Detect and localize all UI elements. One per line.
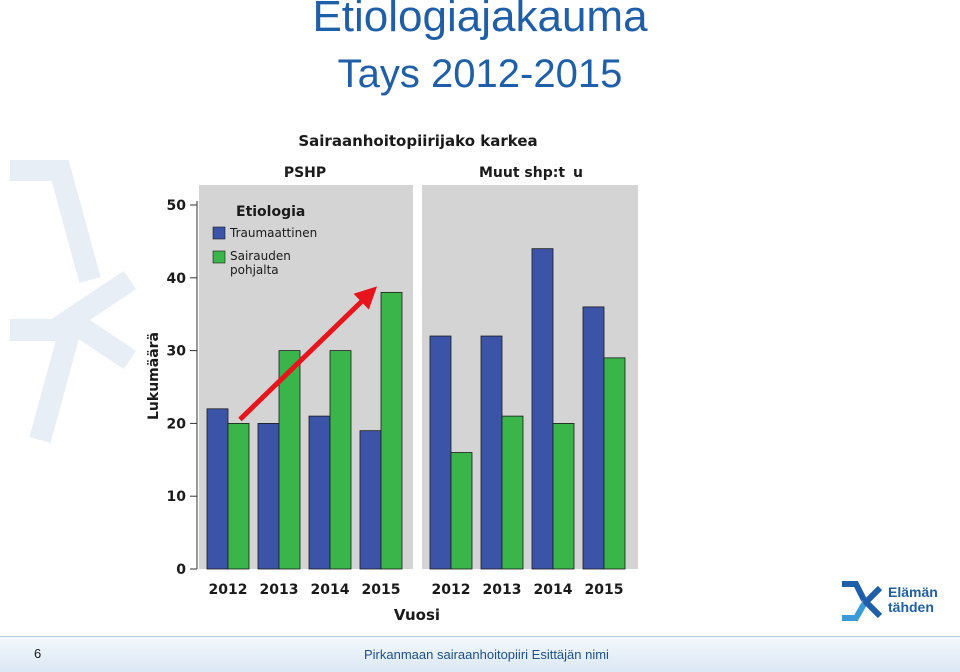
y-tick-label: 0 bbox=[176, 562, 186, 578]
x-tick-label: 2012 bbox=[209, 582, 248, 598]
trend-arrow-head bbox=[353, 286, 377, 310]
x-tick-label: 2014 bbox=[311, 582, 350, 598]
y-tick-label: 10 bbox=[167, 489, 187, 505]
legend-title: Etiologia bbox=[236, 204, 305, 220]
x-tick-label: 2013 bbox=[483, 582, 522, 598]
bar bbox=[227, 422, 250, 570]
legend-label: Sairauden pohjalta bbox=[230, 249, 291, 277]
watermark-star-icon bbox=[10, 160, 137, 443]
y-tick-label: 30 bbox=[167, 344, 187, 360]
panel-header-muut bbox=[422, 159, 638, 185]
x-tick-label: 2015 bbox=[585, 582, 624, 598]
page-number: 6 bbox=[34, 646, 42, 661]
slide-subtitle: Tays 2012-2015 bbox=[337, 52, 623, 96]
bar bbox=[501, 415, 524, 570]
trend-arrow-line bbox=[238, 290, 373, 422]
bar bbox=[206, 408, 229, 570]
x-tick-label: 2013 bbox=[260, 582, 299, 598]
y-tick-label: 50 bbox=[167, 198, 187, 214]
bar bbox=[429, 335, 452, 570]
footer-text: Pirkanmaan sairaanhoitopiiri Esittäjän n… bbox=[364, 647, 609, 662]
panel-label: Muut shp:t bbox=[479, 165, 565, 181]
bar bbox=[582, 306, 605, 570]
x-tick-label: 2012 bbox=[432, 582, 471, 598]
x-tick-label: 2014 bbox=[534, 582, 573, 598]
bar bbox=[603, 357, 626, 570]
bar bbox=[308, 415, 331, 570]
x-axis-label: Vuosi bbox=[394, 606, 440, 624]
bar bbox=[380, 291, 403, 570]
bar bbox=[531, 248, 554, 570]
legend-swatch bbox=[212, 250, 226, 264]
bar bbox=[480, 335, 503, 570]
chart-title: Sairaanhoitopiirijako karkea bbox=[298, 132, 537, 150]
panel-label: PSHP bbox=[284, 165, 326, 181]
y-tick-label: 40 bbox=[167, 271, 187, 287]
y-axis-label: Lukumäärä bbox=[146, 332, 162, 420]
panel-label-suffix: u bbox=[573, 165, 583, 181]
bar bbox=[359, 430, 382, 570]
elaman-tahden-logo-icon bbox=[842, 581, 883, 621]
slide-title: Etiologiajakauma bbox=[312, 0, 648, 41]
x-tick-label: 2015 bbox=[362, 582, 401, 598]
bar bbox=[278, 350, 301, 570]
legend-swatch bbox=[212, 226, 226, 240]
bar bbox=[329, 350, 352, 570]
y-tick-label: 20 bbox=[167, 416, 187, 432]
panel-header-pshp bbox=[199, 159, 413, 185]
footer-bar bbox=[0, 636, 960, 672]
bar bbox=[552, 422, 575, 570]
legend-label: Traumaattinen bbox=[229, 226, 317, 240]
logo-wordmark: Elämän tähden bbox=[888, 584, 938, 615]
bar bbox=[450, 452, 473, 570]
bar bbox=[257, 422, 280, 570]
